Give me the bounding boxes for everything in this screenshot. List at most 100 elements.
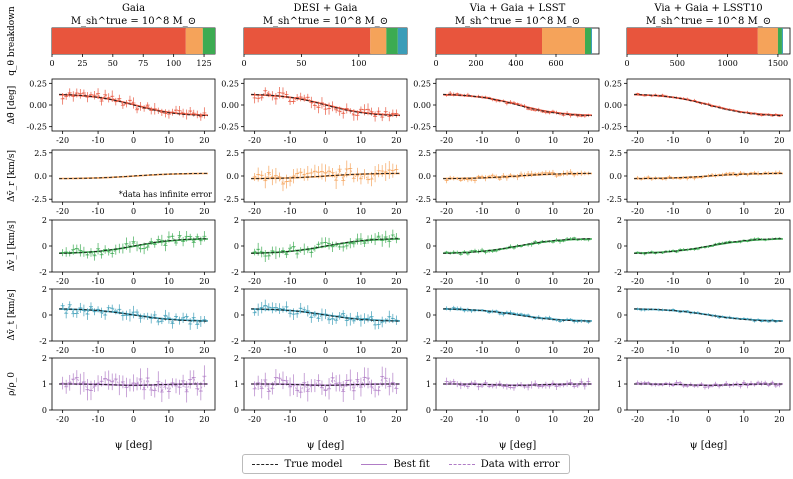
ytick-label-3-0-1: 0 bbox=[42, 311, 47, 320]
breakdown-segment-3-0 bbox=[627, 28, 758, 54]
xtick-label-3-1-3: 10 bbox=[356, 346, 366, 355]
row-ylabel-4: ρ/ρ_0 bbox=[7, 372, 17, 396]
ytick-label-3-3-2: -2 bbox=[614, 337, 622, 346]
xtick-label-1-3-1: -10 bbox=[667, 207, 680, 216]
xtick-label-4-0-2: 0 bbox=[131, 415, 136, 424]
legend-true-model-swatch bbox=[252, 463, 279, 465]
xtick-label-2-3-0: -20 bbox=[631, 277, 644, 286]
best-fit-4-0 bbox=[59, 383, 208, 387]
xtick-label-3-3-1: -10 bbox=[667, 346, 680, 355]
breakdown-segment-0-2 bbox=[202, 28, 215, 54]
breakdown-tick-label-0-5: 125 bbox=[196, 59, 211, 68]
xtick-label-0-1-1: -10 bbox=[284, 136, 297, 145]
breakdown-segment-1-1 bbox=[370, 28, 387, 54]
best-fit-4-3 bbox=[634, 383, 783, 387]
panel-2-2: 20-2-20 -10 0 10 20 bbox=[423, 216, 600, 286]
ytick-label-3-2-1: 0 bbox=[426, 311, 431, 320]
ytick-label-1-1-0: 2.5 bbox=[226, 149, 239, 158]
ytick-label-3-0-0: 2 bbox=[42, 285, 47, 294]
xtick-label-3-2-0: -20 bbox=[440, 346, 453, 355]
ytick-label-1-3-1: 0.0 bbox=[609, 172, 622, 181]
ytick-label-0-1-0: 0.25 bbox=[221, 79, 239, 88]
panel-1-0: 2.5 0.0 -2.5 -20 -10 0 10 20 *data has infinite … bbox=[32, 149, 216, 216]
breakdown-tick-label-3-3: 1500 bbox=[768, 59, 788, 68]
breakdown-segment-3-1 bbox=[757, 28, 778, 54]
xtick-label-2-1-4: 20 bbox=[391, 277, 401, 286]
data-line-4-3 bbox=[637, 381, 780, 388]
xtick-label-3-0-3: 10 bbox=[164, 346, 174, 355]
panel-4-0: 210-20 -10 0 10 20 bbox=[42, 354, 216, 424]
xtick-label-2-0-3: 10 bbox=[164, 277, 174, 286]
row-ylabel-1: Δv̄_r [km/s] bbox=[7, 150, 17, 202]
xtick-label-1-0-4: 20 bbox=[199, 207, 209, 216]
best-fit-3-1 bbox=[251, 308, 400, 322]
ytick-label-0-1-2: -0.25 bbox=[218, 123, 239, 132]
row-ylabel-0: Δθ̄ [deg] bbox=[7, 86, 17, 125]
xlabel-0: ψ [deg] bbox=[115, 440, 153, 451]
xtick-label-2-2-1: -10 bbox=[476, 277, 489, 286]
ytick-label-0-0-0: 0.25 bbox=[29, 79, 47, 88]
breakdown-segment-2-2 bbox=[585, 28, 591, 54]
xtick-label-0-2-4: 20 bbox=[583, 136, 593, 145]
ytick-label-2-0-0: 2 bbox=[42, 216, 47, 225]
legend-data: Data with error bbox=[448, 458, 560, 470]
best-fit-1-2 bbox=[443, 172, 592, 180]
true-model-0-1 bbox=[251, 93, 400, 117]
xtick-label-2-1-2: 0 bbox=[323, 277, 328, 286]
panel-3-1: 20-2-20 -10 0 10 20 bbox=[231, 285, 408, 355]
xtick-label-4-2-3: 10 bbox=[548, 415, 558, 424]
xtick-label-4-3-2: 0 bbox=[706, 415, 711, 424]
panel-1-1: 2.5 0.0 -2.5 -20 -10 0 10 20 bbox=[224, 149, 408, 216]
breakdown-segment-1-0 bbox=[244, 28, 371, 54]
ytick-label-1-0-0: 2.5 bbox=[34, 149, 47, 158]
breakdown-tick-label-0-4: 100 bbox=[166, 59, 181, 68]
panel-3-3: 20-2-20 -10 0 10 20 bbox=[614, 285, 791, 355]
true-model-0-3 bbox=[634, 93, 783, 117]
best-fit-4-2 bbox=[443, 383, 592, 387]
xtick-label-3-3-0: -20 bbox=[631, 346, 644, 355]
ytick-label-3-3-1: 0 bbox=[617, 311, 622, 320]
xtick-label-0-3-3: 10 bbox=[739, 136, 749, 145]
ytick-label-0-3-2: -0.25 bbox=[601, 123, 622, 132]
legend-data-label: Data with error bbox=[480, 458, 560, 470]
ytick-label-0-3-0: 0.25 bbox=[604, 79, 622, 88]
ytick-label-4-1-2: 0 bbox=[234, 406, 239, 415]
breakdown-tick-label-2-2: 400 bbox=[508, 59, 523, 68]
xtick-label-3-2-3: 10 bbox=[548, 346, 558, 355]
breakdown-segment-0-1 bbox=[185, 28, 203, 54]
xtick-label-0-1-0: -20 bbox=[248, 136, 261, 145]
xtick-label-2-2-4: 20 bbox=[583, 277, 593, 286]
ytick-label-0-3-1: 0.00 bbox=[604, 101, 622, 110]
best-fit-1-0 bbox=[59, 172, 208, 180]
xtick-label-1-1-4: 20 bbox=[391, 207, 401, 216]
data-line-2-1 bbox=[254, 234, 397, 257]
xtick-label-3-2-2: 0 bbox=[515, 346, 520, 355]
ytick-label-1-1-1: 0.0 bbox=[226, 172, 239, 181]
ytick-label-2-1-2: -2 bbox=[231, 268, 239, 277]
panel-0-2: 0.25 0.00 -0.25 -20 -10 0 10 20 bbox=[410, 78, 600, 145]
xtick-label-3-1-1: -10 bbox=[284, 346, 297, 355]
data-line-4-0 bbox=[62, 376, 205, 394]
xtick-label-0-3-1: -10 bbox=[667, 136, 680, 145]
breakdown-segment-2-0 bbox=[436, 28, 542, 54]
panel-0-0: 0.25 0.00 -0.25 -20 -10 0 10 20 bbox=[26, 78, 216, 145]
breakdown-ylabel: q_θ breakdown bbox=[7, 6, 17, 76]
breakdown-tick-label-0-2: 50 bbox=[108, 59, 118, 68]
legend: True model Best fit Data with error bbox=[242, 454, 570, 474]
breakdown-tick-label-2-0: 0 bbox=[433, 59, 438, 68]
xtick-label-2-1-3: 10 bbox=[356, 277, 366, 286]
xtick-label-3-3-3: 10 bbox=[739, 346, 749, 355]
panel-3-2: 20-2-20 -10 0 10 20 bbox=[423, 285, 600, 355]
best-fit-2-1 bbox=[251, 238, 400, 254]
ytick-label-3-2-0: 2 bbox=[426, 285, 431, 294]
ytick-label-3-1-0: 2 bbox=[234, 285, 239, 294]
xtick-label-0-0-1: -10 bbox=[92, 136, 105, 145]
data-line-4-1 bbox=[254, 376, 397, 393]
xtick-label-1-3-0: -20 bbox=[631, 207, 644, 216]
ytick-label-2-1-1: 0 bbox=[234, 242, 239, 251]
xtick-label-2-0-2: 0 bbox=[131, 277, 136, 286]
ytick-label-0-2-2: -0.25 bbox=[410, 123, 431, 132]
legend-best-fit-label: Best fit bbox=[393, 458, 430, 470]
xtick-label-0-0-4: 20 bbox=[199, 136, 209, 145]
